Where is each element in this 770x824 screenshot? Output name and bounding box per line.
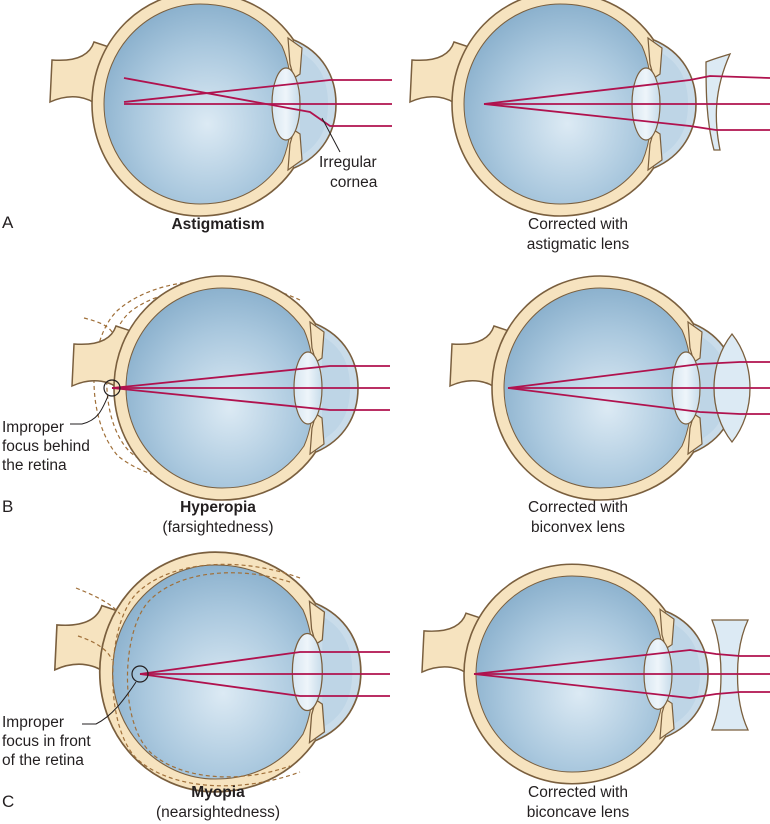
note-b-line2: focus behind	[2, 438, 90, 455]
caption-a-line1: Corrected with	[528, 216, 628, 233]
light-rays-a-right	[483, 75, 770, 131]
note-cornea: cornea	[330, 174, 378, 191]
biconcave-lens	[711, 619, 750, 731]
panel-a: Irregular cornea Astigmatism Corrected w…	[2, 0, 770, 253]
note-b-line3: the retina	[2, 457, 67, 474]
caption-b-line1: Corrected with	[528, 499, 628, 516]
panel-letter-b: B	[2, 497, 13, 516]
title-astigmatism: Astigmatism	[171, 216, 264, 233]
caption-a-line2: astigmatic lens	[527, 236, 630, 253]
note-b-line1: Improper	[2, 419, 64, 436]
dashed-eye-outline-c	[75, 563, 301, 787]
note-c-line1: Improper	[2, 714, 64, 731]
note-irregular: Irregular	[319, 154, 377, 171]
leader-line-b	[70, 395, 109, 425]
note-c-line3: of the retina	[2, 752, 84, 769]
caption-b-line2: biconvex lens	[531, 519, 625, 536]
title-hyperopia: Hyperopia	[180, 499, 256, 516]
title-myopia: Myopia	[191, 784, 245, 801]
light-rays-c-left	[139, 651, 390, 697]
subtitle-myopia: (nearsightedness)	[156, 804, 280, 821]
leader-line-c	[82, 681, 137, 725]
astigmatic-lens	[705, 52, 732, 151]
eye-myopia	[53, 551, 362, 793]
focus-point-circle-c	[131, 665, 149, 683]
light-rays-b-right	[507, 361, 770, 415]
caption-c-line1: Corrected with	[528, 784, 628, 801]
light-rays-a-left	[123, 77, 392, 127]
caption-c-line2: biconcave lens	[527, 804, 630, 821]
panel-c: Improper focus in front of the retina My…	[2, 551, 770, 821]
leader-line-a	[321, 117, 341, 153]
note-c-line2: focus in front	[2, 733, 91, 750]
light-rays-c-right	[473, 649, 770, 699]
eye-astigmatism-corrected	[409, 0, 697, 217]
panel-b: Improper focus behind the retina Hyperop…	[2, 275, 770, 536]
light-rays-b-left	[111, 365, 390, 411]
focus-point-circle-b	[103, 379, 121, 397]
subtitle-hyperopia: (farsightedness)	[162, 519, 273, 536]
panel-letter-a: A	[2, 213, 14, 232]
panel-letter-c: C	[2, 792, 14, 811]
